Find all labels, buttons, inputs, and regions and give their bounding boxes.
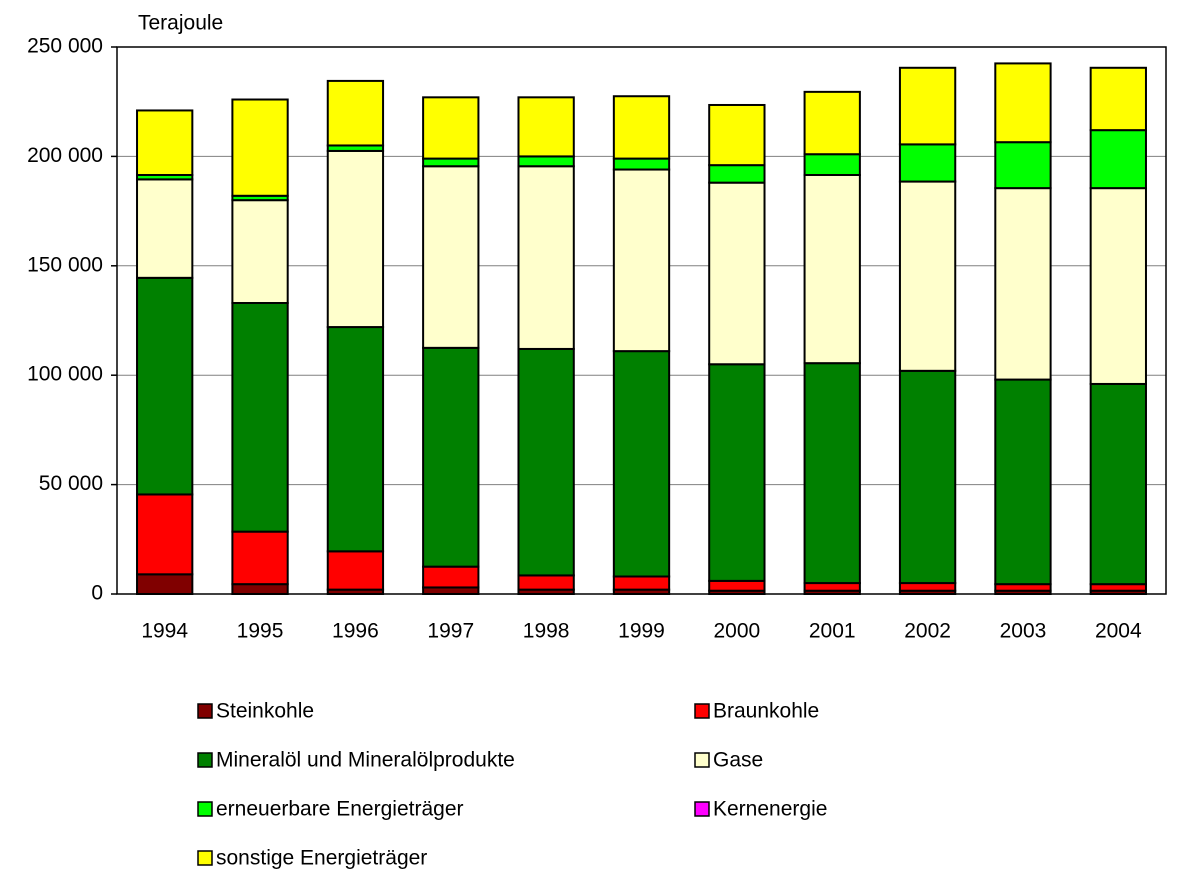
legend-swatch <box>197 752 213 768</box>
bar-segment <box>708 103 766 167</box>
bar-segment <box>422 565 480 589</box>
bar-segment <box>422 96 480 160</box>
bar-segment <box>517 347 575 577</box>
y-tick-label: 100 000 <box>27 363 103 386</box>
bar-segment <box>803 153 861 176</box>
x-tick-label: 1996 <box>332 620 379 643</box>
bar-segment <box>898 582 957 592</box>
bar-segment <box>898 143 957 183</box>
bar-segment <box>326 79 385 147</box>
bar-segment <box>994 378 1052 586</box>
bar-segment <box>1089 66 1147 132</box>
bar-segment <box>136 109 194 176</box>
bar-segment <box>231 530 289 586</box>
bar-segment <box>994 141 1052 190</box>
y-tick-label: 50 000 <box>39 472 103 495</box>
bar-segment <box>422 165 480 349</box>
x-tick-label: 1999 <box>618 620 665 643</box>
legend-label: Kernenergie <box>713 798 827 821</box>
y-tick-label: 0 <box>91 582 103 605</box>
x-tick-label: 2004 <box>1095 620 1142 643</box>
bar-segment <box>422 157 480 168</box>
legend-label: Braunkohle <box>713 700 819 723</box>
bar-segment <box>517 574 575 591</box>
bar-segment <box>231 301 289 533</box>
bar-segment <box>231 98 289 197</box>
bar-segment <box>803 90 861 156</box>
bar-segment <box>231 583 289 595</box>
bar-segment <box>708 164 766 184</box>
bar-segment <box>898 369 957 585</box>
bar-segment <box>708 363 766 582</box>
bar-segment <box>1089 129 1147 190</box>
legend-swatch <box>197 850 213 866</box>
legend-label: sonstige Energieträger <box>216 847 427 870</box>
y-axis-title: Terajoule <box>138 12 223 35</box>
bar-segment <box>708 579 766 592</box>
x-tick-label: 2001 <box>809 620 856 643</box>
legend-swatch <box>694 703 710 719</box>
bar-segment <box>612 575 671 591</box>
legend-label: Mineralöl und Mineralölprodukte <box>216 749 515 772</box>
bar-segment <box>994 187 1052 381</box>
x-tick-label: 1997 <box>427 620 474 643</box>
bar-segment <box>708 181 766 366</box>
bar-segment <box>612 350 671 578</box>
bar-segment <box>994 62 1052 144</box>
bar-segment <box>803 362 861 585</box>
legend-swatch <box>197 703 213 719</box>
x-tick-label: 1995 <box>237 620 284 643</box>
bar-segment <box>136 573 194 595</box>
y-tick-label: 200 000 <box>27 144 103 167</box>
x-tick-label: 1994 <box>141 620 188 643</box>
bar-segment <box>136 276 194 496</box>
y-tick-label: 250 000 <box>27 35 103 58</box>
bar-segment <box>517 155 575 168</box>
legend-swatch <box>197 801 213 817</box>
bar-segment <box>326 550 385 591</box>
bar-segment <box>231 199 289 304</box>
bar-segment <box>1089 187 1147 385</box>
y-tick-label: 150 000 <box>27 253 103 276</box>
bar-segment <box>898 66 957 146</box>
bar-segment <box>612 168 671 353</box>
bar-segment <box>612 157 671 171</box>
bar-segment <box>803 173 861 365</box>
bar-segment <box>326 149 385 329</box>
bar-segment <box>803 582 861 592</box>
x-tick-label: 2002 <box>904 620 951 643</box>
bar-segment <box>136 178 194 279</box>
bar-segment <box>898 180 957 372</box>
legend-swatch <box>694 801 710 817</box>
bar-segment <box>326 326 385 553</box>
bar-segment <box>612 95 671 160</box>
x-tick-label: 1998 <box>523 620 570 643</box>
bar-segment <box>517 165 575 350</box>
legend-label: Steinkohle <box>216 700 314 723</box>
legend-label: Gase <box>713 749 763 772</box>
legend-label: erneuerbare Energieträger <box>216 798 464 821</box>
x-tick-label: 2000 <box>714 620 761 643</box>
bar-segment <box>1089 382 1147 586</box>
bar-segment <box>136 493 194 576</box>
x-tick-label: 2003 <box>1000 620 1047 643</box>
legend-swatch <box>694 752 710 768</box>
bar-segment <box>422 346 480 568</box>
bar-segment <box>517 96 575 158</box>
